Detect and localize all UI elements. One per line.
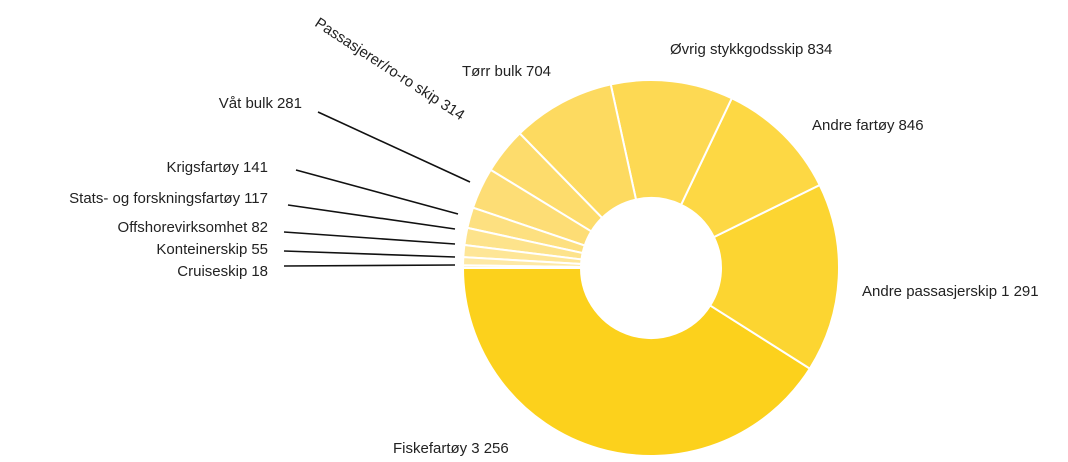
value-label: 3 256 (471, 440, 509, 457)
leader-line (283, 231, 456, 245)
donut-slice (708, 183, 840, 370)
category-name: Andre passasjerskip (862, 283, 997, 300)
value-label: 1 291 (1001, 283, 1039, 300)
leader-line (283, 250, 456, 258)
donut-slice (461, 267, 812, 457)
leaders (283, 111, 471, 267)
category-name: Stats- og forskningsfartøy (69, 190, 240, 207)
value-label: 704 (526, 63, 551, 80)
leader-line (283, 264, 456, 267)
category-name: Passasjerer/ro-ro skip (312, 14, 444, 108)
category-name: Fiskefartøy (393, 440, 468, 457)
value-label: 314 (437, 96, 467, 124)
category-name: Våt bulk (219, 95, 274, 112)
category-name: Andre fartøy (812, 117, 895, 134)
slice-label: Andre fartøy 846 (812, 117, 924, 134)
slice-label: Passasjerer/ro-ro skip314 (312, 14, 468, 124)
leader-line (295, 169, 459, 215)
category-name: Offshorevirksomhet (118, 219, 249, 236)
value-label: 117 (244, 190, 268, 207)
slice-label: Tørr bulk 704 (462, 63, 551, 80)
slice-label: Øvrig stykkgodsskip 834 (670, 41, 832, 58)
category-name: Tørr bulk (462, 63, 523, 80)
slice-label: Konteinerskip 55 (156, 241, 268, 258)
slice-label: Våt bulk 281 (219, 95, 302, 112)
slice-label: Offshorevirksomhet 82 (118, 219, 268, 236)
value-label: 141 (243, 159, 268, 176)
slice-label: Fiskefartøy 3 256 (393, 440, 509, 457)
slice-label: Stats- og forskningsfartøy 117 (69, 190, 268, 207)
value-label: 846 (899, 117, 924, 134)
value-label: 281 (277, 95, 302, 112)
value-label: 18 (251, 263, 268, 280)
slice-label: Krigsfartøy 141 (166, 159, 268, 176)
value-label: 834 (807, 41, 832, 58)
category-name: Cruiseskip (177, 263, 247, 280)
slice-label: Andre passasjerskip 1 291 (862, 283, 1039, 300)
value-label: 55 (251, 241, 268, 258)
category-name: Konteinerskip (156, 241, 247, 258)
leader-line (317, 111, 471, 183)
slice-label: Cruiseskip 18 (177, 263, 268, 280)
category-name: Krigsfartøy (166, 159, 239, 176)
category-name: Øvrig stykkgodsskip (670, 41, 803, 58)
leader-line (287, 204, 456, 230)
donut-slice (461, 264, 583, 269)
value-label: 82 (251, 219, 268, 236)
